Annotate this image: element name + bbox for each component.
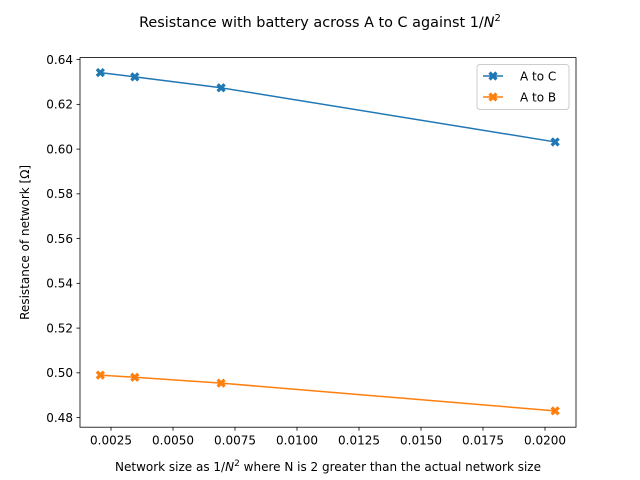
data-point-marker — [130, 372, 140, 382]
x-tick-label: 0.0175 — [462, 434, 504, 448]
x-tick-label: 0.0025 — [90, 434, 132, 448]
y-tick-label: 0.48 — [46, 411, 73, 425]
chart-title: Resistance with battery across A to C ag… — [139, 13, 501, 31]
legend: A to C A to B — [476, 64, 570, 110]
y-tick-label: 0.56 — [46, 232, 73, 246]
data-point-marker — [216, 83, 226, 93]
legend-marker — [488, 71, 498, 81]
x-axis-label: Network size as 1/N2 where N is 2 greate… — [115, 459, 541, 474]
series-layer — [95, 67, 560, 416]
data-point-marker — [216, 378, 226, 388]
series-1 — [95, 370, 560, 416]
plot-area — [80, 57, 576, 428]
y-axis-ticks: 0.48 0.50 0.52 0.54 0.56 0.58 0.60 0.62 0.64 — [46, 53, 80, 425]
y-tick-label: 0.58 — [46, 187, 73, 201]
data-point-marker — [95, 67, 105, 78]
series-0 — [95, 67, 560, 147]
series-line — [100, 374, 556, 412]
x-tick-label: 0.0075 — [214, 434, 256, 448]
x-tick-label: 0.0100 — [276, 434, 318, 448]
y-tick-label: 0.52 — [46, 321, 73, 335]
data-point-marker — [130, 72, 140, 82]
legend-item: A to C — [483, 69, 556, 83]
y-tick-label: 0.64 — [46, 53, 73, 67]
y-axis-label: Resistance of network [Ω] — [18, 165, 32, 320]
plot-frame — [79, 57, 577, 428]
x-axis-ticks: 0.0025 0.0050 0.0075 0.0100 0.0125 0.0150 0.01… — [90, 427, 566, 448]
data-point-marker — [95, 370, 105, 380]
legend-item: A to B — [483, 90, 556, 104]
legend-label: A to B — [520, 90, 556, 104]
data-point-marker — [550, 137, 560, 147]
x-tick-label: 0.0200 — [524, 434, 566, 448]
data-point-marker — [550, 406, 560, 416]
y-tick-label: 0.62 — [46, 98, 73, 112]
y-tick-label: 0.60 — [46, 142, 73, 156]
legend-marker — [488, 92, 498, 102]
x-tick-label: 0.0125 — [338, 434, 380, 448]
x-tick-label: 0.0050 — [152, 434, 194, 448]
y-tick-label: 0.50 — [46, 366, 73, 380]
x-tick-label: 0.0150 — [400, 434, 442, 448]
y-tick-label: 0.54 — [46, 277, 73, 291]
legend-label: A to C — [520, 69, 556, 83]
series-line — [100, 71, 556, 143]
